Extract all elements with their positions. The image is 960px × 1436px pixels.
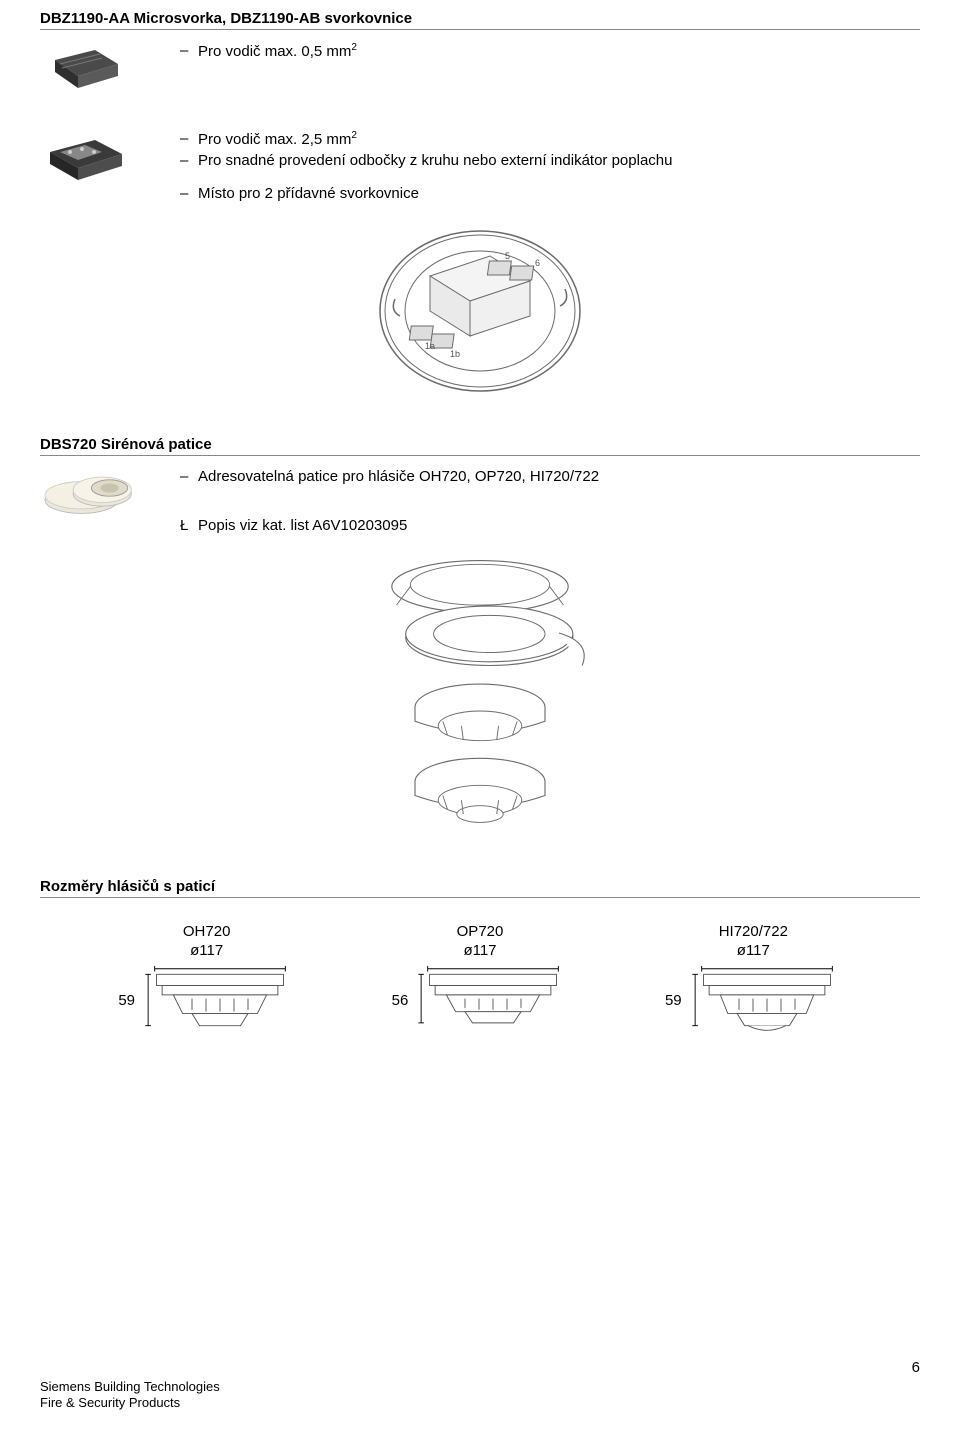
dim-diameter: ø117 — [70, 942, 343, 959]
svg-text:1b: 1b — [450, 349, 460, 359]
ref-item: Ł Popis viz kat. list A6V10203095 — [180, 517, 920, 534]
section-rozmery: Rozměry hlásičů s paticí OH720 ø117 59 — [40, 878, 920, 1035]
dim-col-oh720: OH720 ø117 59 — [70, 923, 343, 1035]
dim-height: 56 — [392, 992, 409, 1009]
bullet-item: – Pro vodič max. 0,5 mm2 — [180, 42, 920, 60]
dim-drawing-icon — [145, 965, 295, 1035]
svg-text:5: 5 — [505, 251, 510, 261]
thumb-svorkovnice — [40, 130, 130, 185]
dim-col-op720: OP720 ø117 56 — [343, 923, 616, 1035]
dim-height: 59 — [118, 992, 135, 1009]
bullet-text: Adresovatelná patice pro hlásiče OH720, … — [198, 468, 599, 485]
section-microsvorka: DBZ1190-AA Microsvorka, DBZ1190-AB svork… — [40, 10, 920, 406]
dim-drawing-icon — [692, 965, 842, 1035]
sup-text: 2 — [351, 130, 357, 141]
page-footer: 6 Siemens Building Technologies Fire & S… — [40, 1379, 920, 1410]
dim-name: OP720 — [343, 923, 616, 940]
dim-diameter: ø117 — [343, 942, 616, 959]
section-sirenova: DBS720 Sirénová patice – Adresovatelná p… — [40, 436, 920, 848]
sup-text: 2 — [351, 42, 357, 53]
svg-text:1a: 1a — [425, 341, 435, 351]
svg-text:6: 6 — [535, 258, 540, 268]
bullet-item: – Místo pro 2 přídavné svorkovnice — [180, 185, 920, 202]
thumb-sirenova-patice — [40, 468, 130, 518]
bullet-text: Místo pro 2 přídavné svorkovnice — [198, 185, 419, 202]
ref-text: Popis viz kat. list A6V10203095 — [198, 517, 407, 534]
footer-line1: Siemens Building Technologies — [40, 1379, 920, 1394]
bullet-text: Pro vodič max. 0,5 mm — [198, 43, 351, 60]
diagram-exploded — [40, 553, 920, 848]
section-title-rozmery: Rozměry hlásičů s paticí — [40, 878, 920, 898]
bullet-item: – Adresovatelná patice pro hlásiče OH720… — [180, 468, 920, 485]
dim-name: HI720/722 — [617, 923, 890, 940]
dim-col-hi720: HI720/722 ø117 59 — [617, 923, 890, 1035]
dim-name: OH720 — [70, 923, 343, 940]
footer-line2: Fire & Security Products — [40, 1395, 920, 1410]
diagram-base-top: 5 6 1a 1b — [40, 221, 920, 406]
dim-drawing-icon — [418, 965, 568, 1035]
thumb-microsvorka — [40, 42, 130, 97]
page-number: 6 — [912, 1359, 920, 1376]
section-title-sirenova: DBS720 Sirénová patice — [40, 436, 920, 456]
bullet-text: Pro snadné provedení odbočky z kruhu neb… — [198, 152, 672, 169]
bullet-item: – Pro vodič max. 2,5 mm2 — [180, 130, 920, 148]
dim-height: 59 — [665, 992, 682, 1009]
bullet-item: – Pro snadné provedení odbočky z kruhu n… — [180, 152, 920, 169]
dim-diameter: ø117 — [617, 942, 890, 959]
bullet-text: Pro vodič max. 2,5 mm — [198, 131, 351, 148]
section-title-microsvorka: DBZ1190-AA Microsvorka, DBZ1190-AB svork… — [40, 10, 920, 30]
